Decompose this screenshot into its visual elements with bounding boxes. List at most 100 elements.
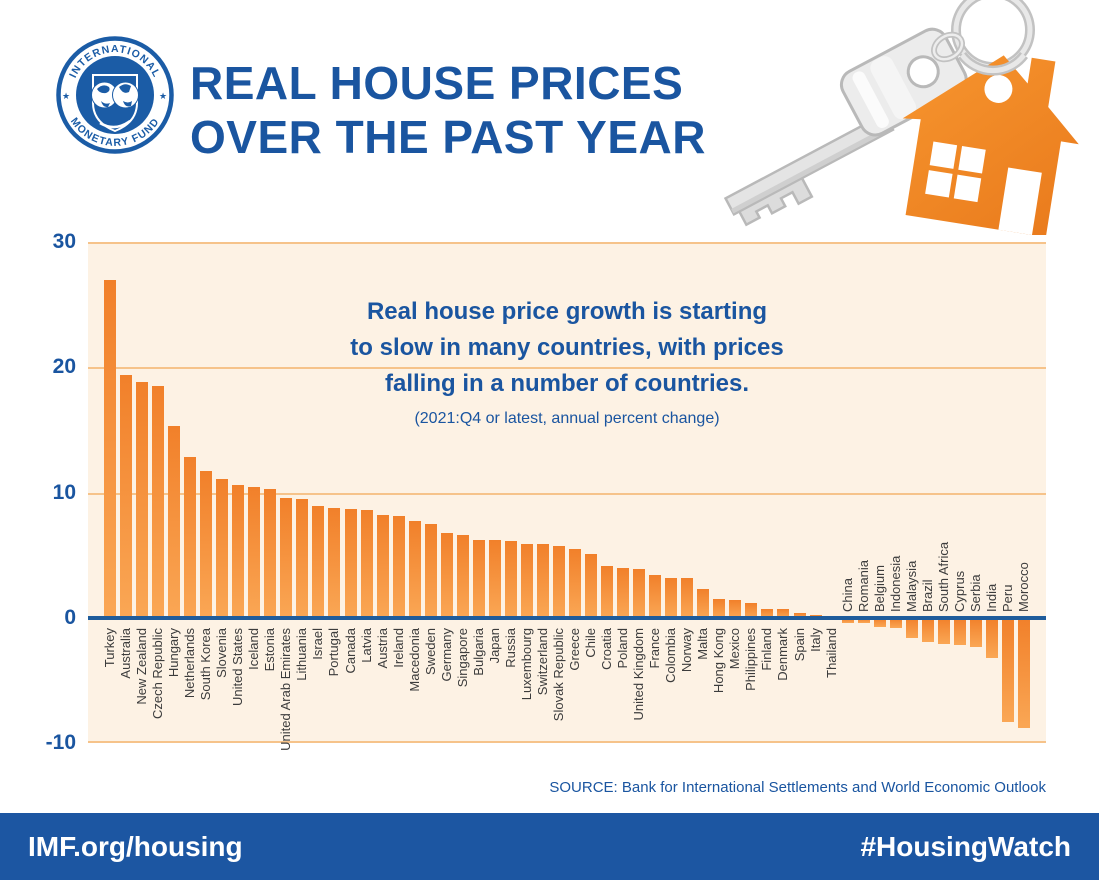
x-label-iceland: Iceland [246,627,262,670]
x-label-australia: Australia [118,627,134,679]
x-label-hong-kong: Hong Kong [711,627,727,693]
bar-denmark [777,608,790,618]
logo-branch [99,119,131,129]
x-label-malta: Malta [695,627,711,660]
annotation-subtitle: (2021:Q4 or latest, annual percent chang… [414,410,720,427]
bar-morocco [1018,617,1030,728]
bar-malta [697,588,710,618]
x-label-philippines: Philippines [743,627,759,691]
x-label-norway: Norway [679,627,695,672]
gridline-30 [88,242,1046,244]
bar-united-states [232,484,245,618]
x-label-united-states: United States [230,627,246,706]
x-label-brazil: Brazil [919,579,935,612]
x-label-croatia: Croatia [599,627,615,670]
bar-netherlands [184,457,197,618]
y-axis: 30 20 10 0 -10 [0,230,76,754]
x-label-switzerland: Switzerland [534,627,550,695]
x-label-colombia: Colombia [663,627,679,683]
bar-china [841,617,854,623]
bar-greece [569,548,582,618]
logo-star-left: ★ [62,91,70,101]
x-label-turkey: Turkey [102,627,117,667]
house-keychain-icon [902,55,1079,238]
x-label-japan: Japan [486,627,502,664]
bar-peru [1001,617,1014,722]
x-label-china: China [839,577,855,612]
x-label-new-zealand: New Zealand [134,627,150,705]
gridline--10 [88,741,1046,743]
bar-ireland [392,516,405,618]
bar-slovak-republic [552,546,565,618]
x-label-greece: Greece [567,627,583,671]
x-label-cyprus: Cyprus [951,570,967,612]
bar-canada [344,508,357,618]
bar-hong-kong [713,598,726,618]
bar-turkey [104,279,116,618]
bar-slovenia [216,478,229,618]
x-label-south-korea: South Korea [198,627,214,701]
x-label-czech-republic: Czech Republic [150,627,166,719]
annotation-line-1: Real house price growth is starting [366,298,768,325]
x-label-netherlands: Netherlands [182,627,198,698]
x-label-latvia: Latvia [358,627,374,663]
x-label-austria: Austria [374,627,390,669]
y-tick-label-20: 20 [52,355,76,379]
bar-switzerland [536,543,549,618]
imf-logo-icon: INTERNATIONAL MONETARY FUND ★ ★ [56,36,174,154]
bar-russia [504,541,517,618]
bar-india [985,617,998,658]
bar-romania [857,617,870,623]
plot-area: Real house price growth is starting to s… [88,242,1046,751]
x-label-slovenia: Slovenia [214,627,230,678]
x-label-france: France [647,627,663,669]
x-label-canada: Canada [342,627,358,674]
bar-luxembourg [520,543,533,618]
x-label-italy: Italy [807,627,823,652]
y-tick-label-10: 10 [52,480,76,504]
bar-chile [585,553,598,618]
logo-globe-right [112,81,139,109]
x-label-ireland: Ireland [390,627,406,668]
x-label-bulgaria: Bulgaria [470,627,486,676]
x-label-chile: Chile [583,627,599,658]
bar-philippines [745,602,758,618]
bar-japan [488,540,501,618]
x-label-denmark: Denmark [775,627,791,681]
logo-shield [92,74,138,133]
bar-macedonia [408,521,421,618]
bar-serbia [969,617,982,647]
x-label-united-arab-emirates: United Arab Emirates [278,627,294,751]
key-and-house-keychain-graphic [690,0,1099,238]
bar-singapore [456,535,469,618]
house-door [998,167,1042,236]
x-label-finland: Finland [759,627,775,671]
bar-norway [681,577,694,618]
chart-annotation: Real house price growth is starting to s… [88,294,1046,428]
x-label-hungary: Hungary [166,627,182,677]
bar-latvia [360,510,373,618]
y-tick-label-0: 0 [64,605,76,629]
title-line-1: REAL HOUSE PRICES [190,57,684,109]
x-label-south-africa: South Africa [935,541,951,612]
x-label-mexico: Mexico [727,627,743,669]
x-label-israel: Israel [310,627,326,660]
footer-url: IMF.org/housing [28,830,243,862]
x-label-morocco: Morocco [1016,561,1031,612]
x-label-peru: Peru [999,584,1015,612]
x-label-serbia: Serbia [967,574,983,612]
x-label-belgium: Belgium [871,564,887,612]
bar-colombia [665,577,678,618]
bar-united-arab-emirates [280,497,293,618]
annotation-line-2: to slow in many countries, with prices [350,334,784,361]
annotation-line-3: falling in a number of countries. [384,370,750,397]
bar-united-kingdom [633,568,646,618]
x-label-poland: Poland [615,627,631,669]
title-line-2: OVER THE PAST YEAR [190,111,706,163]
bar-lithuania [296,498,309,618]
x-label-thailand: Thailand [823,627,839,678]
x-label-luxembourg: Luxembourg [518,627,534,701]
x-label-united-kingdom: United Kingdom [631,627,647,721]
bar-south-korea [200,471,213,618]
bar-czech-republic [152,386,165,618]
